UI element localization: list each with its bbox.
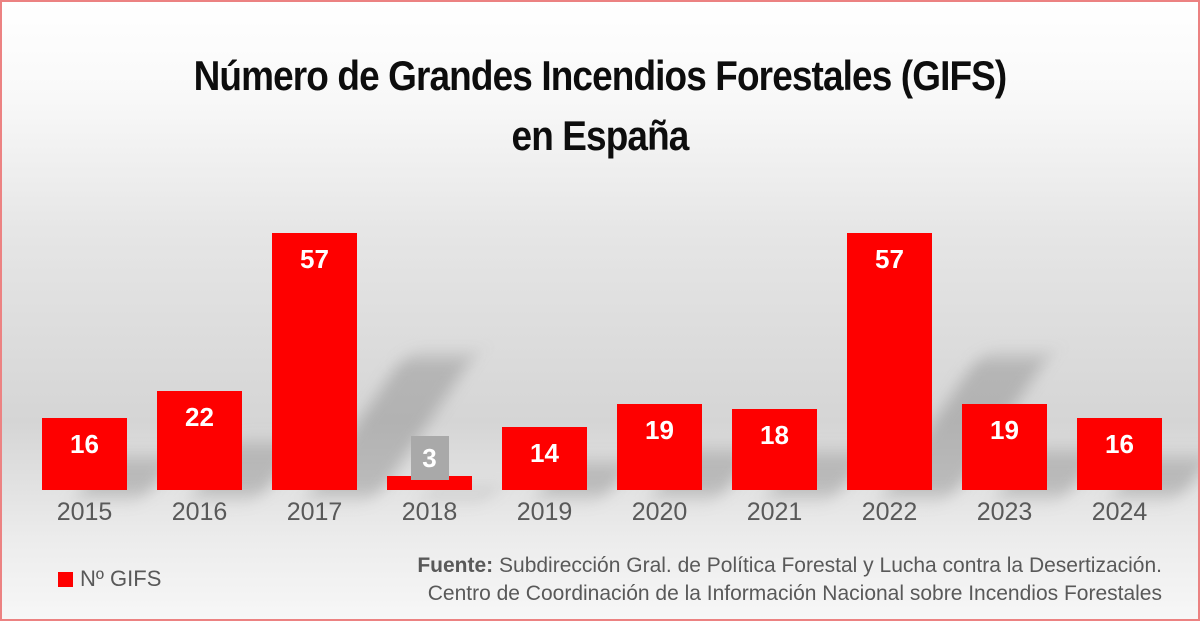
bar-column: 16 2015 <box>42 233 127 525</box>
x-axis-label: 2017 <box>286 498 343 526</box>
bar: 16 <box>42 417 127 490</box>
bar-value-label: 19 <box>990 415 1019 446</box>
source-line2: Centro de Coordinación de la Información… <box>427 582 1162 605</box>
x-axis-label: 2015 <box>56 498 113 526</box>
bar-value-label: 16 <box>70 428 99 459</box>
bar-column: 19 2023 <box>962 233 1047 525</box>
bar-column: 3 2018 <box>387 233 472 525</box>
bar-column: 57 2017 <box>272 233 357 525</box>
bar-column: 57 2022 <box>847 233 932 525</box>
source-line1: Fuente: Subdirección Gral. de Política F… <box>417 552 1162 580</box>
source-note: Fuente: Subdirección Gral. de Política F… <box>417 552 1162 608</box>
bar-value-label: 57 <box>875 244 904 274</box>
legend: Nº GIFS <box>58 566 161 592</box>
bar-column: 14 2019 <box>502 233 587 525</box>
bar-column: 22 2016 <box>157 233 242 525</box>
x-axis-label: 2020 <box>631 498 688 526</box>
bar: 22 <box>157 390 242 490</box>
legend-swatch-icon <box>58 571 73 587</box>
chart-title-line2: en España <box>511 112 690 159</box>
bar: 57 <box>272 233 357 490</box>
bar-column: 18 2021 <box>732 233 817 525</box>
bar: 16 <box>1077 417 1162 490</box>
bar-value-label: 19 <box>645 415 674 446</box>
x-axis-label: 2024 <box>1091 498 1148 526</box>
bar-column: 19 2020 <box>617 233 702 525</box>
x-axis-label: 2016 <box>171 498 228 526</box>
x-axis-label: 2022 <box>861 498 918 526</box>
bar-value-label: 22 <box>185 401 214 432</box>
bar: 19 <box>617 404 702 490</box>
bar: 14 <box>502 426 587 490</box>
x-axis-label: 2019 <box>516 498 573 526</box>
bar-value-label: 14 <box>530 437 559 468</box>
x-axis-label: 2021 <box>746 498 803 526</box>
plot-area: 16 2015 22 2016 57 2017 3 2018 14 2019 19 2020 18 202… <box>42 233 1162 525</box>
chart-title-line1: Número de Grandes Incendios Forestales (… <box>193 52 1008 99</box>
bar-value-callout: 3 <box>410 436 449 481</box>
x-axis-label: 2018 <box>401 498 458 526</box>
page-title: Número de Grandes Incendios Forestales (… <box>2 46 1198 166</box>
bar: 18 <box>732 408 817 490</box>
bar-value-label: 57 <box>300 244 329 274</box>
bar <box>387 476 472 490</box>
source-line1-text: Subdirección Gral. de Política Forestal … <box>493 554 1162 577</box>
bar-value-label: 18 <box>760 419 789 450</box>
x-axis-label: 2023 <box>976 498 1033 526</box>
bar-column: 16 2024 <box>1077 233 1162 525</box>
bar: 57 <box>847 233 932 490</box>
legend-label: Nº GIFS <box>80 566 162 591</box>
bar: 19 <box>962 404 1047 490</box>
bar-value-label: 16 <box>1105 428 1134 459</box>
source-label: Fuente: <box>417 554 494 577</box>
